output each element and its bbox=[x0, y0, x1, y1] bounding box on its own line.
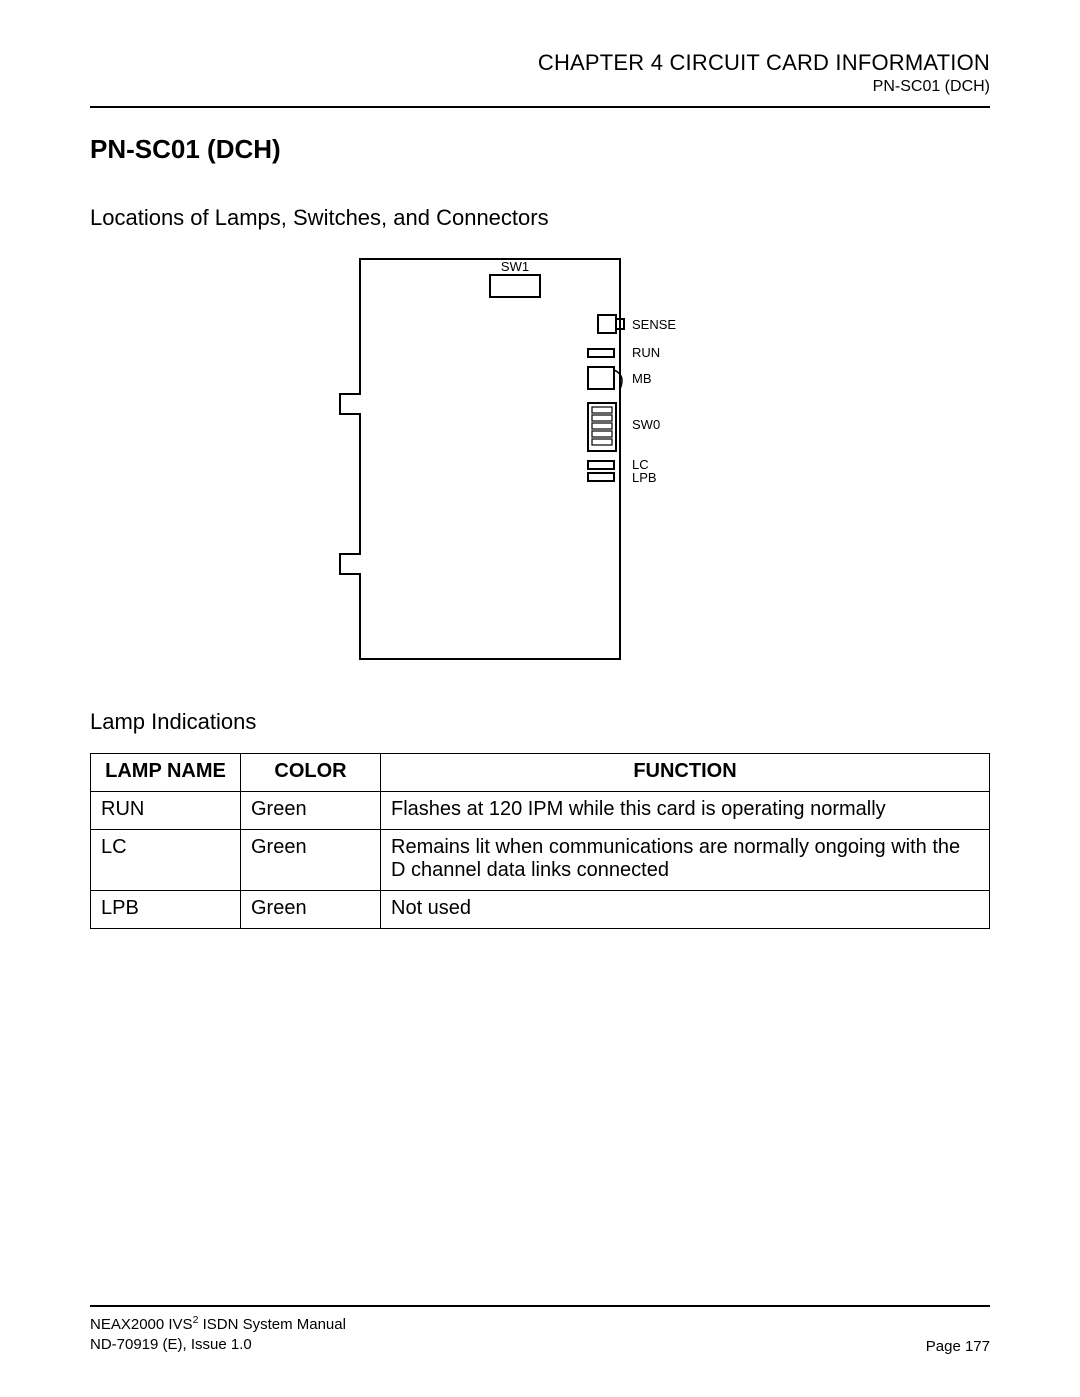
page-number: Page 177 bbox=[926, 1338, 990, 1355]
run-lamp bbox=[588, 349, 614, 357]
card-outline bbox=[340, 259, 620, 659]
lamp-indications-caption: Lamp Indications bbox=[90, 709, 990, 735]
issue-line: ND-70919 (E), Issue 1.0 bbox=[90, 1335, 346, 1355]
table-header-row: LAMP NAME COLOR FUNCTION bbox=[91, 754, 990, 792]
sw0-seg bbox=[592, 415, 612, 421]
mb-label: MB bbox=[632, 371, 652, 386]
manual-prefix: NEAX2000 IVS bbox=[90, 1316, 193, 1333]
header-rule bbox=[90, 106, 990, 108]
card-diagram: SW1 SENSE RUN MB SW0 LC LPB bbox=[90, 249, 990, 669]
mb-switch bbox=[588, 367, 614, 389]
sw0-seg bbox=[592, 439, 612, 445]
lc-lamp bbox=[588, 461, 614, 469]
footer-left: NEAX2000 IVS2 ISDN System Manual ND-7091… bbox=[90, 1313, 346, 1356]
page-footer: NEAX2000 IVS2 ISDN System Manual ND-7091… bbox=[90, 1305, 990, 1356]
table-row: LC Green Remains lit when communications… bbox=[91, 830, 990, 891]
cell-color: Green bbox=[241, 792, 381, 830]
cell-color: Green bbox=[241, 830, 381, 891]
table-row: LPB Green Not used bbox=[91, 891, 990, 929]
manual-suffix: ISDN System Manual bbox=[198, 1316, 346, 1333]
card-svg: SW1 SENSE RUN MB SW0 LC LPB bbox=[330, 249, 750, 669]
cell-lamp: LPB bbox=[91, 891, 241, 929]
sense-connector bbox=[598, 315, 616, 333]
section-title: PN-SC01 (DCH) bbox=[90, 134, 990, 165]
sw0-label: SW0 bbox=[632, 417, 660, 432]
cell-lamp: LC bbox=[91, 830, 241, 891]
header-subtitle: PN-SC01 (DCH) bbox=[90, 78, 990, 96]
run-label: RUN bbox=[632, 345, 660, 360]
footer-rule bbox=[90, 1305, 990, 1307]
lpb-lamp bbox=[588, 473, 614, 481]
cell-function: Remains lit when communications are norm… bbox=[381, 830, 990, 891]
cell-function: Not used bbox=[381, 891, 990, 929]
cell-function: Flashes at 120 IPM while this card is op… bbox=[381, 792, 990, 830]
manual-title: NEAX2000 IVS2 ISDN System Manual bbox=[90, 1313, 346, 1335]
col-function: FUNCTION bbox=[381, 754, 990, 792]
lamp-table: LAMP NAME COLOR FUNCTION RUN Green Flash… bbox=[90, 753, 990, 929]
chapter-title: CHAPTER 4 CIRCUIT CARD INFORMATION bbox=[90, 50, 990, 76]
col-color: COLOR bbox=[241, 754, 381, 792]
sw1-box bbox=[490, 275, 540, 297]
table-row: RUN Green Flashes at 120 IPM while this … bbox=[91, 792, 990, 830]
sw0-seg bbox=[592, 407, 612, 413]
col-lamp-name: LAMP NAME bbox=[91, 754, 241, 792]
sw0-seg bbox=[592, 423, 612, 429]
page-header: CHAPTER 4 CIRCUIT CARD INFORMATION PN-SC… bbox=[90, 50, 990, 96]
sw0-seg bbox=[592, 431, 612, 437]
lpb-label: LPB bbox=[632, 470, 657, 485]
cell-lamp: RUN bbox=[91, 792, 241, 830]
sense-label: SENSE bbox=[632, 317, 676, 332]
sw1-label: SW1 bbox=[501, 259, 529, 274]
cell-color: Green bbox=[241, 891, 381, 929]
locations-caption: Locations of Lamps, Switches, and Connec… bbox=[90, 205, 990, 231]
